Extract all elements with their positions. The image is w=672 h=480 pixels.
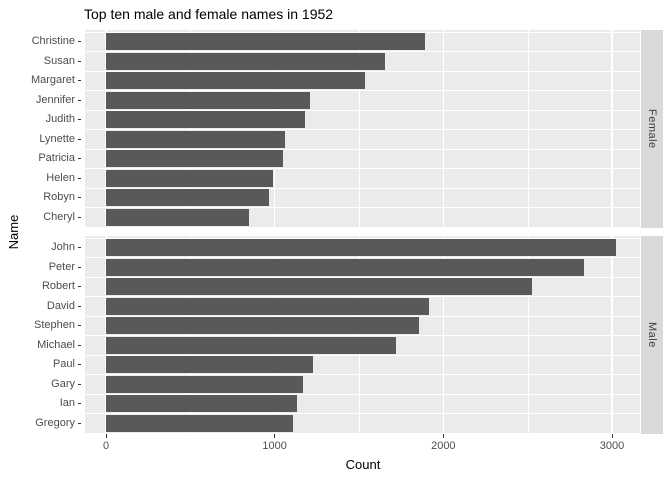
bar-gregory bbox=[106, 414, 294, 432]
gridline-horizontal bbox=[85, 70, 640, 72]
gridline-horizontal bbox=[85, 237, 640, 239]
y-tick-mark bbox=[77, 286, 81, 288]
gridline-horizontal bbox=[85, 432, 640, 434]
x-tick-label-3000: 3000 bbox=[599, 440, 625, 452]
female-panel bbox=[85, 30, 640, 228]
x-tick-label-0: 0 bbox=[102, 440, 110, 452]
y-tick-mark bbox=[77, 60, 81, 62]
bar-peter bbox=[106, 258, 585, 276]
y-tick-label-peter: Peter bbox=[48, 260, 75, 273]
bar-lynette bbox=[106, 130, 285, 148]
gridline-horizontal bbox=[85, 226, 640, 228]
gridline-horizontal bbox=[85, 335, 640, 336]
bar-gary bbox=[106, 375, 303, 393]
y-tick-mark bbox=[77, 344, 81, 346]
y-tick-mark bbox=[77, 305, 81, 307]
gridline-horizontal bbox=[85, 31, 640, 33]
gridline-horizontal bbox=[85, 257, 640, 258]
y-tick-label-stephen: Stephen bbox=[34, 319, 75, 332]
y-tick-label-michael: Michael bbox=[37, 338, 75, 351]
bar-stephen bbox=[106, 317, 419, 335]
y-tick-mark bbox=[77, 80, 81, 82]
chart-title: Top ten male and female names in 1952 bbox=[84, 6, 334, 22]
gridline-horizontal bbox=[85, 51, 640, 52]
male-panel bbox=[85, 236, 640, 434]
y-tick-mark bbox=[77, 158, 81, 160]
y-tick-label-judith: Judith bbox=[45, 113, 75, 126]
y-tick-mark bbox=[77, 422, 81, 424]
y-tick-label-paul: Paul bbox=[52, 358, 75, 371]
y-tick-label-john: John bbox=[51, 241, 75, 254]
bar-cheryl bbox=[106, 208, 249, 226]
x-axis-title: Count bbox=[345, 457, 381, 472]
gridline-horizontal bbox=[85, 168, 640, 169]
facet-strip-label-male: Male bbox=[646, 322, 658, 348]
y-tick-mark bbox=[77, 99, 81, 101]
bar-susan bbox=[106, 52, 386, 70]
gridline-horizontal bbox=[85, 374, 640, 375]
y-tick-label-lynette: Lynette bbox=[39, 132, 75, 145]
bar-paul bbox=[106, 356, 313, 374]
bar-david bbox=[106, 297, 429, 315]
y-tick-label-gregory: Gregory bbox=[35, 416, 75, 429]
x-tick-label-2000: 2000 bbox=[431, 440, 456, 452]
gridline-horizontal bbox=[85, 109, 640, 111]
y-tick-mark bbox=[77, 325, 81, 327]
bar-robyn bbox=[106, 189, 269, 207]
x-tick-mark-3000 bbox=[611, 434, 613, 438]
gridline-horizontal bbox=[85, 296, 640, 297]
x-tick-label-1000: 1000 bbox=[262, 440, 287, 452]
gridline-horizontal bbox=[85, 315, 640, 317]
y-tick-label-ian: Ian bbox=[59, 397, 75, 410]
y-tick-label-christine: Christine bbox=[31, 35, 75, 48]
facet-strip-male: Male bbox=[641, 236, 663, 434]
y-tick-label-cheryl: Cheryl bbox=[43, 210, 75, 223]
gridline-horizontal bbox=[85, 207, 640, 208]
x-tick-mark-1000 bbox=[274, 434, 276, 438]
x-tick-mark-2000 bbox=[442, 434, 444, 438]
y-tick-mark bbox=[77, 403, 81, 405]
y-tick-mark bbox=[77, 138, 81, 140]
gridline-horizontal bbox=[85, 276, 640, 278]
y-tick-mark bbox=[77, 177, 81, 179]
bar-margaret bbox=[106, 72, 365, 90]
y-tick-label-robert: Robert bbox=[41, 280, 75, 293]
y-tick-label-jennifer: Jennifer bbox=[35, 93, 75, 106]
gridline-horizontal bbox=[85, 187, 640, 189]
bar-helen bbox=[106, 169, 273, 187]
y-tick-label-robyn: Robyn bbox=[43, 191, 75, 204]
y-tick-label-susan: Susan bbox=[43, 54, 75, 67]
y-tick-mark bbox=[77, 119, 81, 121]
gridline-horizontal bbox=[85, 413, 640, 414]
y-tick-mark bbox=[77, 197, 81, 199]
bar-ian bbox=[106, 395, 298, 413]
facet-strip-label-female: Female bbox=[646, 109, 658, 149]
gridline-horizontal bbox=[85, 393, 640, 395]
y-tick-mark bbox=[77, 247, 81, 249]
bar-judith bbox=[106, 111, 305, 129]
y-tick-mark bbox=[77, 364, 81, 366]
x-tick-mark-0 bbox=[105, 434, 107, 438]
y-tick-label-david: David bbox=[46, 299, 75, 312]
y-tick-mark bbox=[77, 216, 81, 218]
gridline-horizontal bbox=[85, 148, 640, 150]
y-tick-label-patricia: Patricia bbox=[38, 152, 75, 165]
y-tick-mark bbox=[77, 41, 81, 43]
bar-robert bbox=[106, 278, 532, 296]
y-tick-label-margaret: Margaret bbox=[30, 74, 75, 87]
bar-john bbox=[106, 239, 617, 257]
bar-christine bbox=[106, 33, 425, 51]
y-tick-label-helen: Helen bbox=[46, 171, 75, 184]
gridline-horizontal bbox=[85, 354, 640, 356]
bar-patricia bbox=[106, 150, 284, 168]
bar-jennifer bbox=[106, 91, 311, 109]
bar-michael bbox=[106, 336, 397, 354]
y-tick-label-gary: Gary bbox=[51, 377, 75, 390]
gridline-horizontal bbox=[85, 90, 640, 91]
y-tick-mark bbox=[77, 383, 81, 385]
facet-strip-female: Female bbox=[641, 30, 663, 228]
gridline-horizontal bbox=[85, 129, 640, 130]
y-tick-mark bbox=[77, 266, 81, 268]
